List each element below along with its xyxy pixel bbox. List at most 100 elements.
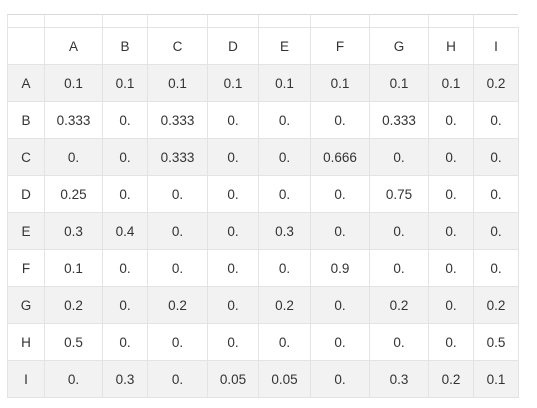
matrix-cell: 0. xyxy=(258,101,311,139)
matrix-cell: 0.2 xyxy=(147,286,208,324)
grid-top-strip xyxy=(7,14,518,28)
matrix-cell: 0.2 xyxy=(473,286,519,324)
matrix-cell: 0. xyxy=(428,323,474,361)
table-row: H 0.5 0. 0. 0. 0. 0. 0. 0. 0.5 xyxy=(7,323,519,361)
table-row: F 0.1 0. 0. 0. 0. 0.9 0. 0. 0. xyxy=(7,249,519,287)
matrix-cell: 0.1 xyxy=(428,64,474,102)
matrix-cell: 0. xyxy=(310,101,370,139)
table-row: A 0.1 0.1 0.1 0.1 0.1 0.1 0.1 0.1 0.2 xyxy=(7,64,519,102)
matrix-cell: 0. xyxy=(473,249,519,287)
matrix-cell: 0. xyxy=(473,101,519,139)
row-header-f: F xyxy=(7,249,45,287)
row-header-g: G xyxy=(7,286,45,324)
matrix-cell: 0. xyxy=(369,323,429,361)
matrix-cell: 0. xyxy=(207,101,259,139)
table-row: B 0.333 0. 0.333 0. 0. 0. 0.333 0. 0. xyxy=(7,101,519,139)
matrix-cell: 0. xyxy=(258,249,311,287)
matrix-cell: 0.25 xyxy=(44,175,103,213)
matrix-cell: 0.1 xyxy=(44,64,103,102)
matrix-cell: 0.5 xyxy=(473,323,519,361)
matrix-cell: 0. xyxy=(473,138,519,176)
table-row: E 0.3 0.4 0. 0. 0.3 0. 0. 0. 0. xyxy=(7,212,519,250)
matrix-cell: 0. xyxy=(428,212,474,250)
table-row: D 0.25 0. 0. 0. 0. 0. 0.75 0. 0. xyxy=(7,175,519,213)
matrix-cell: 0. xyxy=(44,138,103,176)
matrix-cell: 0.1 xyxy=(473,360,519,398)
matrix-cell: 0.2 xyxy=(428,360,474,398)
matrix-cell: 0. xyxy=(258,138,311,176)
matrix-cell: 0. xyxy=(207,323,259,361)
matrix-cell: 0. xyxy=(207,212,259,250)
matrix-cell: 0. xyxy=(258,323,311,361)
matrix-cell: 0. xyxy=(473,175,519,213)
matrix-cell: 0. xyxy=(428,175,474,213)
matrix-cell: 0. xyxy=(428,138,474,176)
table-row: C 0. 0. 0.333 0. 0. 0.666 0. 0. 0. xyxy=(7,138,519,176)
matrix-cell: 0.333 xyxy=(369,101,429,139)
column-header-e: E xyxy=(258,27,311,65)
matrix-cell: 0.1 xyxy=(44,249,103,287)
matrix-cell: 0.3 xyxy=(44,212,103,250)
matrix-cell: 0. xyxy=(102,286,148,324)
matrix-cell: 0.5 xyxy=(44,323,103,361)
matrix-cell: 0.666 xyxy=(310,138,370,176)
matrix-cell: 0.2 xyxy=(369,286,429,324)
matrix-cell: 0. xyxy=(258,175,311,213)
matrix-cell: 0. xyxy=(310,212,370,250)
matrix-cell: 0. xyxy=(147,323,208,361)
matrix-cell: 0. xyxy=(310,360,370,398)
matrix-cell: 0. xyxy=(428,286,474,324)
matrix-cell: 0.3 xyxy=(258,212,311,250)
matrix-cell: 0. xyxy=(102,249,148,287)
column-header-c: C xyxy=(147,27,208,65)
matrix-cell: 0. xyxy=(207,249,259,287)
matrix-cell: 0. xyxy=(473,212,519,250)
matrix-cell: 0. xyxy=(102,138,148,176)
row-header-c: C xyxy=(7,138,45,176)
matrix-cell: 0. xyxy=(310,175,370,213)
corner-cell xyxy=(7,27,45,65)
matrix-cell: 0. xyxy=(147,175,208,213)
row-header-i: I xyxy=(7,360,45,398)
column-header-d: D xyxy=(207,27,259,65)
matrix-cell: 0. xyxy=(44,360,103,398)
column-header-b: B xyxy=(102,27,148,65)
table-row: I 0. 0.3 0. 0.05 0.05 0. 0.3 0.2 0.1 xyxy=(7,360,519,398)
matrix-cell: 0.1 xyxy=(207,64,259,102)
matrix-cell: 0.2 xyxy=(258,286,311,324)
matrix-cell: 0. xyxy=(207,175,259,213)
matrix-cell: 0. xyxy=(147,212,208,250)
matrix-cell: 0. xyxy=(369,249,429,287)
matrix-cell: 0.1 xyxy=(369,64,429,102)
table-row: G 0.2 0. 0.2 0. 0.2 0. 0.2 0. 0.2 xyxy=(7,286,519,324)
matrix-cell: 0. xyxy=(369,138,429,176)
matrix-cell: 0.333 xyxy=(147,138,208,176)
matrix-cell: 0.1 xyxy=(102,64,148,102)
row-header-a: A xyxy=(7,64,45,102)
matrix-cell: 0.05 xyxy=(207,360,259,398)
matrix-cell: 0.333 xyxy=(147,101,208,139)
matrix-cell: 0. xyxy=(310,323,370,361)
matrix-cell: 0. xyxy=(310,286,370,324)
row-header-h: H xyxy=(7,323,45,361)
column-header-a: A xyxy=(44,27,103,65)
matrix-cell: 0.2 xyxy=(44,286,103,324)
row-header-b: B xyxy=(7,101,45,139)
matrix-cell: 0. xyxy=(428,249,474,287)
matrix-cell: 0.2 xyxy=(473,64,519,102)
column-header-h: H xyxy=(428,27,474,65)
matrix-cell: 0.1 xyxy=(258,64,311,102)
column-header-i: I xyxy=(473,27,519,65)
matrix-cell: 0. xyxy=(369,212,429,250)
matrix-cell: 0.9 xyxy=(310,249,370,287)
matrix-cell: 0. xyxy=(147,360,208,398)
matrix-cell: 0.4 xyxy=(102,212,148,250)
matrix-cell: 0.05 xyxy=(258,360,311,398)
row-header-d: D xyxy=(7,175,45,213)
matrix-cell: 0. xyxy=(102,323,148,361)
matrix-cell: 0.75 xyxy=(369,175,429,213)
matrix-cell: 0.3 xyxy=(102,360,148,398)
matrix-cell: 0.3 xyxy=(369,360,429,398)
